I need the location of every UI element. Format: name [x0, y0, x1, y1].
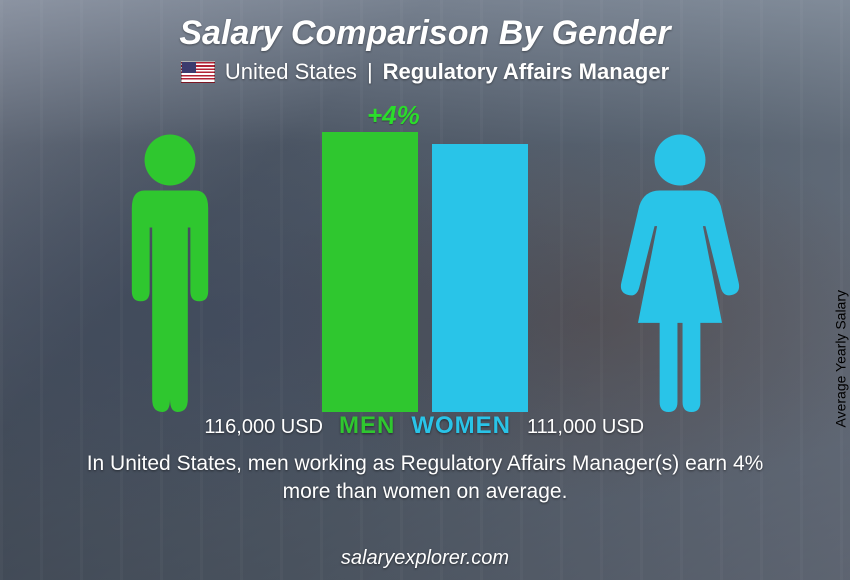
country-label: United States — [225, 59, 357, 85]
bar-group — [322, 132, 528, 412]
us-flag-icon — [181, 61, 215, 83]
job-title-label: Regulatory Affairs Manager — [383, 59, 669, 85]
subtitle-row: United States | Regulatory Affairs Manag… — [0, 59, 850, 85]
footer-attribution: salaryexplorer.com — [0, 547, 850, 570]
women-label: WOMEN — [411, 412, 511, 440]
bar-women — [432, 144, 528, 412]
page-title: Salary Comparison By Gender — [0, 0, 850, 53]
infographic-root: Salary Comparison By Gender United State… — [0, 0, 850, 580]
bar-men — [322, 132, 418, 412]
y-axis-label: Average Yearly Salary — [832, 290, 848, 428]
chart-area: +4% 116,000 USD MEN WOMEN 111,000 USD — [0, 100, 850, 440]
men-label: MEN — [339, 412, 395, 440]
pct-diff-label: +4% — [367, 100, 420, 131]
women-value: 111,000 USD — [527, 416, 757, 439]
man-icon — [105, 132, 235, 412]
caption-text: In United States, men working as Regulat… — [0, 450, 850, 507]
woman-icon — [615, 132, 745, 412]
separator: | — [367, 59, 373, 85]
men-value: 116,000 USD — [93, 416, 323, 439]
axis-row: 116,000 USD MEN WOMEN 111,000 USD — [0, 412, 850, 440]
